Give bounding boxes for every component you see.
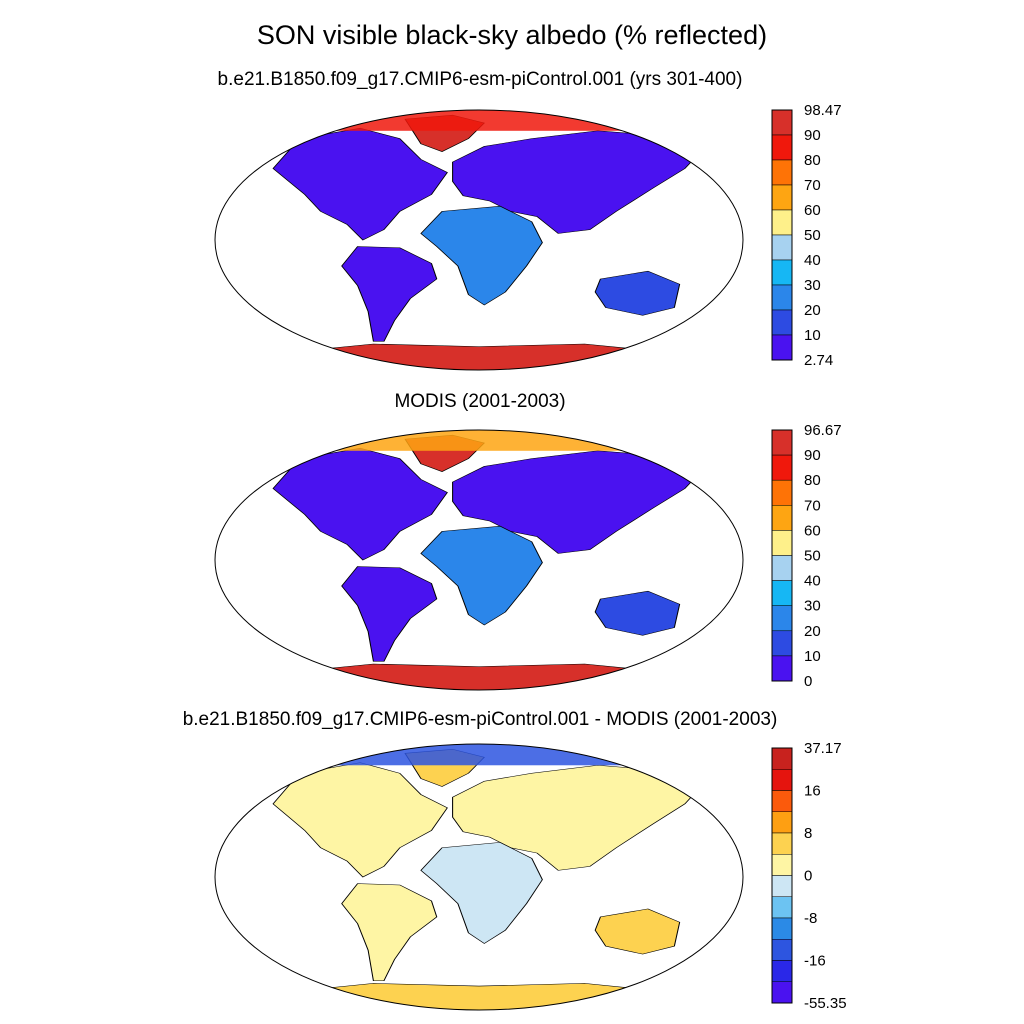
colorbar-tick-label: -55.35	[804, 995, 847, 1012]
colorbar-swatch	[771, 284, 793, 311]
colorbar-swatch	[771, 580, 793, 606]
colorbar-swatch	[771, 530, 793, 556]
colorbar-frame	[771, 429, 793, 682]
colorbar-swatch	[771, 479, 793, 506]
colorbar-swatch	[771, 747, 793, 770]
colorbar-model: 98.47 90 80 70 60 50 40 30 20 10 2.74	[771, 102, 842, 369]
colorbar-swatch	[771, 259, 793, 286]
south-america-region	[342, 884, 437, 981]
colorbar-tick-label: 0	[804, 673, 812, 690]
map-outline	[214, 429, 744, 691]
colorbar-tick-label: 0	[804, 868, 812, 885]
arctic-band	[215, 744, 743, 766]
arctic-band	[215, 110, 743, 131]
colorbar-swatch	[771, 917, 793, 940]
colorbar-swatch	[771, 309, 793, 336]
australia-region	[595, 271, 679, 315]
colorbar-swatch	[771, 555, 793, 581]
colorbar-diff: 37.17 16 8 0 -8 -16 -55.35	[771, 740, 847, 1012]
map-outline	[214, 109, 744, 371]
colorbar-tick-label: 16	[804, 783, 821, 800]
colorbar-swatch	[771, 109, 793, 136]
colorbar-tick-label: 10	[804, 648, 821, 665]
colorbar-swatch	[771, 854, 793, 876]
antarctica-region	[255, 983, 704, 1010]
colorbar-swatch	[771, 505, 793, 531]
colorbar-swatch	[771, 832, 793, 855]
map-outline	[214, 743, 744, 1011]
colorbar-tick-label: 50	[804, 227, 821, 244]
colorbar-tick-label: 90	[804, 127, 821, 144]
colorbar-tick-label: 2.74	[804, 352, 833, 369]
figure-title: SON visible black-sky albedo (% reflecte…	[256, 20, 768, 50]
colorbar-swatch	[771, 630, 793, 657]
colorbar-tick-label: 70	[804, 497, 821, 514]
colorbar-swatch	[771, 790, 793, 812]
maps-layer	[214, 109, 744, 1011]
colorbar-swatch	[771, 605, 793, 632]
colorbar-swatch	[771, 429, 793, 456]
colorbar-swatch	[771, 209, 793, 236]
colorbar-tick-label: 20	[804, 302, 821, 319]
colorbar-swatch	[771, 159, 793, 186]
colorbar-swatch	[771, 234, 793, 261]
colorbar-tick-label: 60	[804, 522, 821, 539]
antarctica-region	[255, 344, 704, 370]
colorbar-tick-label: 98.47	[804, 102, 842, 119]
arctic-band	[215, 430, 743, 451]
colorbar-tick-label: 8	[804, 825, 812, 842]
colorbar-swatch	[771, 939, 793, 961]
colorbar-tick-label: 80	[804, 472, 821, 489]
map-modis	[214, 429, 744, 691]
africa-region	[421, 526, 542, 625]
colorbar-swatch	[771, 134, 793, 161]
colorbar-tick-label: 40	[804, 252, 821, 269]
colorbar-tick-label: 30	[804, 277, 821, 294]
colorbar-swatch	[771, 960, 793, 982]
colorbar-swatch	[771, 334, 793, 361]
australia-region	[595, 909, 679, 954]
map-model	[214, 109, 744, 371]
colorbar-swatch	[771, 769, 793, 791]
colorbar-tick-label: 10	[804, 327, 821, 344]
colorbar-tick-label: 30	[804, 598, 821, 615]
colorbar-swatch	[771, 811, 793, 834]
africa-region	[421, 842, 542, 943]
colorbar-tick-label: 50	[804, 548, 821, 565]
colorbar-tick-label: -8	[804, 910, 817, 927]
colorbar-tick-label: 80	[804, 152, 821, 169]
colorbar-swatch	[771, 981, 793, 1004]
colorbar-tick-label: 60	[804, 202, 821, 219]
colorbars-layer: 98.479080706050403020102.7496.6790807060…	[771, 102, 847, 1012]
colorbar-tick-label: 70	[804, 177, 821, 194]
panel-title-model: b.e21.B1850.f09_g17.CMIP6-esm-piControl.…	[217, 69, 743, 90]
colorbar-tick-label: 90	[804, 447, 821, 464]
colorbar-tick-label: -16	[804, 953, 826, 970]
colorbar-tick-label: 20	[804, 623, 821, 640]
colorbar-swatch	[771, 896, 793, 919]
colorbar-swatch	[771, 454, 793, 481]
australia-region	[595, 591, 679, 635]
colorbar-tick-label: 37.17	[804, 740, 842, 757]
panel-title-difference: b.e21.B1850.f09_g17.CMIP6-esm-piControl.…	[182, 709, 778, 730]
colorbar-frame	[771, 747, 793, 1004]
colorbar-frame	[771, 109, 793, 361]
colorbar-modis: 96.67 90 80 70 60 50 40 30 20 10 0	[771, 422, 842, 690]
antarctica-region	[255, 664, 704, 690]
colorbar-swatch	[771, 655, 793, 682]
colorbar-swatch	[771, 184, 793, 211]
colorbar-tick-label: 40	[804, 573, 821, 590]
south-america-region	[342, 567, 437, 662]
panel-title-modis: MODIS (2001-2003)	[394, 391, 566, 412]
africa-region	[421, 206, 542, 305]
south-america-region	[342, 247, 437, 342]
map-diff	[214, 743, 744, 1011]
colorbar-swatch	[771, 875, 793, 897]
colorbar-tick-label: 96.67	[804, 422, 842, 439]
